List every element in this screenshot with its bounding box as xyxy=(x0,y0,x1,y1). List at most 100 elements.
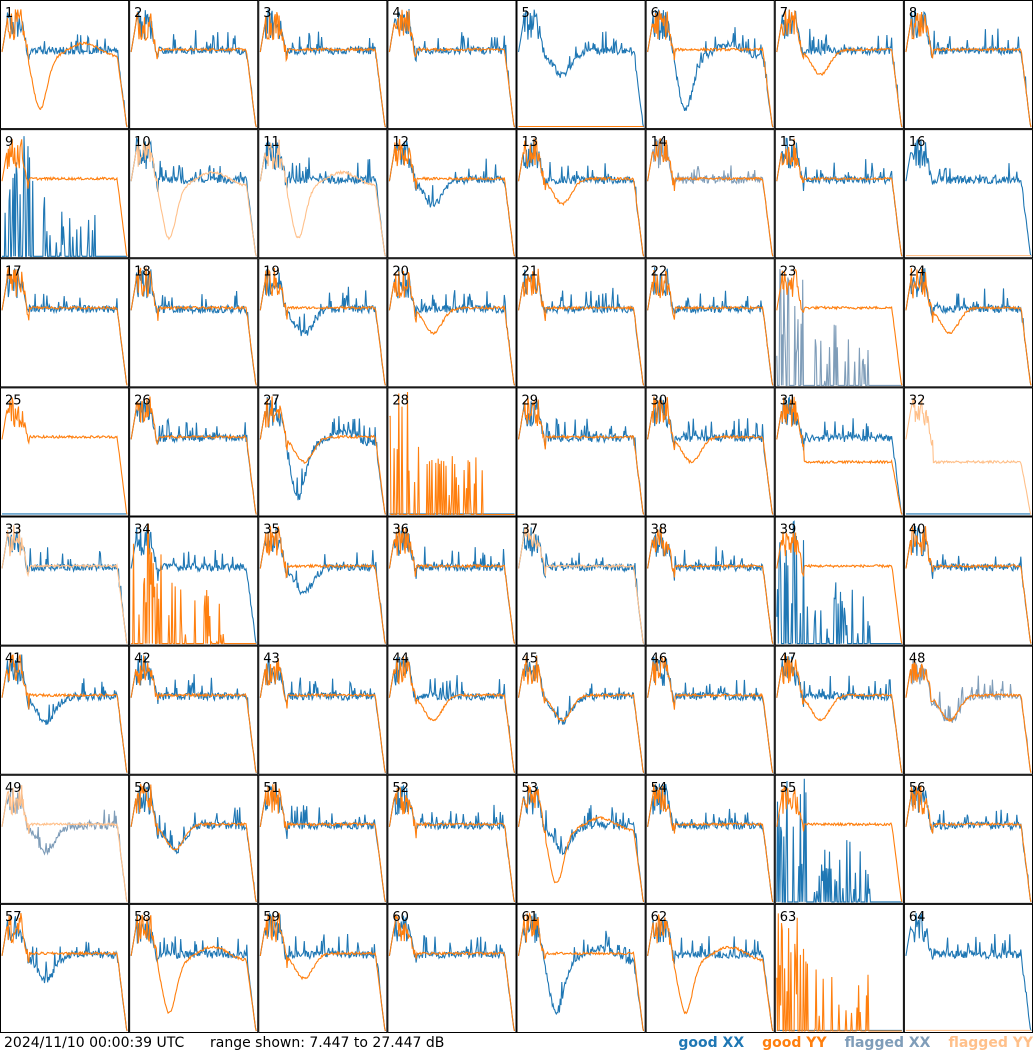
panel-48-yy-line xyxy=(905,655,1032,773)
panel-35: 35 xyxy=(258,516,388,646)
panel-number: 25 xyxy=(5,393,22,408)
panel-19: 19 xyxy=(258,258,388,388)
panel-frame xyxy=(774,387,904,517)
panel-number: 37 xyxy=(522,523,539,538)
panel-number: 31 xyxy=(780,393,797,408)
panel-43: 43 xyxy=(258,645,388,775)
panel-50-xx-line xyxy=(130,786,257,903)
panel-59-yy-line xyxy=(259,912,386,1032)
panel-frame xyxy=(903,774,1033,904)
panel-number: 43 xyxy=(263,652,280,667)
panel-2: 2 xyxy=(129,0,259,130)
panel-frame xyxy=(387,774,517,904)
panel-27: 27 xyxy=(258,387,388,517)
panel-12-xx-line xyxy=(388,140,516,257)
panel-number: 49 xyxy=(5,781,22,796)
panel-number: 21 xyxy=(522,264,539,279)
panel-number: 36 xyxy=(392,523,409,538)
timestamp-label: 2024/11/10 00:00:39 UTC xyxy=(4,1035,185,1051)
panel-49: 49 xyxy=(0,774,130,904)
panel-number: 53 xyxy=(522,781,539,796)
panel-number: 18 xyxy=(134,264,151,279)
panel-46-yy-line xyxy=(647,655,774,773)
panel-frame xyxy=(903,903,1033,1033)
panel-48: 48 xyxy=(903,645,1033,775)
range-label: range shown: 7.447 to 27.447 dB xyxy=(210,1035,445,1051)
panel-31-xx-line xyxy=(776,396,903,515)
panel-42: 42 xyxy=(129,645,259,775)
panel-number: 34 xyxy=(134,523,151,538)
panel-3-yy-line xyxy=(259,11,386,128)
panel-number: 46 xyxy=(651,652,668,667)
panel-number: 41 xyxy=(5,652,22,667)
panel-9-yy-line xyxy=(1,138,128,257)
panel-24-yy-line xyxy=(905,268,1032,386)
panel-39: 39 xyxy=(774,516,904,646)
panel-frame xyxy=(903,387,1033,517)
panel-29: 29 xyxy=(516,387,646,517)
panel-number: 16 xyxy=(909,135,926,150)
panel-frame xyxy=(258,774,388,904)
panel-frame xyxy=(645,387,775,517)
panel-number: 14 xyxy=(651,135,668,150)
panel-18-yy-line xyxy=(130,267,257,386)
panel-54-yy-line xyxy=(647,784,774,903)
panel-3: 3 xyxy=(258,0,388,130)
panel-number: 30 xyxy=(651,393,668,408)
panel-40-xx-line xyxy=(905,525,1032,644)
panel-number: 59 xyxy=(263,910,280,925)
panel-56-yy-line xyxy=(905,785,1032,903)
panel-34-xx-line xyxy=(130,527,257,644)
panel-29-yy-line xyxy=(517,397,645,515)
panel-number: 5 xyxy=(522,6,530,21)
panel-5: 5 xyxy=(516,0,646,130)
panel-23-yy-line xyxy=(776,268,903,386)
panel-9: 9 xyxy=(0,129,130,259)
panel-18: 18 xyxy=(129,258,259,388)
panel-number: 13 xyxy=(522,135,539,150)
panel-26: 26 xyxy=(129,387,259,517)
panel-15: 15 xyxy=(774,129,904,259)
panel-1-yy-line xyxy=(1,9,128,128)
panel-36-yy-line xyxy=(388,526,516,644)
panel-45: 45 xyxy=(516,645,646,775)
panel-31-yy-line xyxy=(776,396,903,515)
panel-number: 29 xyxy=(522,393,539,408)
panel-34: 34 xyxy=(129,516,259,646)
panel-34-yy-line xyxy=(131,523,257,646)
panel-frame xyxy=(129,645,259,775)
panel-11-xx-line xyxy=(259,139,386,257)
panel-number: 9 xyxy=(5,135,13,150)
panel-8: 8 xyxy=(903,0,1033,130)
panel-4: 4 xyxy=(387,0,517,130)
panel-number: 44 xyxy=(392,652,409,667)
panel-55: 55 xyxy=(774,774,904,904)
panel-44-yy-line xyxy=(388,656,516,773)
panel-20-yy-line xyxy=(388,270,516,386)
panel-8-yy-line xyxy=(905,11,1032,128)
panel-number: 11 xyxy=(263,135,280,150)
panel-53: 53 xyxy=(516,774,646,904)
panel-57: 57 xyxy=(0,903,130,1033)
panel-number: 50 xyxy=(134,781,151,796)
panel-12: 12 xyxy=(387,129,517,259)
panel-number: 61 xyxy=(522,910,539,925)
panel-9-xx-line xyxy=(2,136,128,257)
panel-12-yy-line xyxy=(388,139,516,257)
panel-7: 7 xyxy=(774,0,904,130)
panel-23: 23 xyxy=(774,258,904,388)
panel-number: 22 xyxy=(651,264,668,279)
panel-number: 10 xyxy=(134,135,151,150)
panel-38: 38 xyxy=(645,516,775,646)
panel-54: 54 xyxy=(645,774,775,904)
panel-37: 37 xyxy=(516,516,646,646)
panel-frame xyxy=(516,0,646,130)
panel-30: 30 xyxy=(645,387,775,517)
panel-46: 46 xyxy=(645,645,775,775)
panel-number: 54 xyxy=(651,781,668,796)
panel-58-yy-line xyxy=(130,914,257,1032)
panel-number: 42 xyxy=(134,652,151,667)
panel-59: 59 xyxy=(258,903,388,1033)
panel-52-yy-line xyxy=(388,787,516,903)
